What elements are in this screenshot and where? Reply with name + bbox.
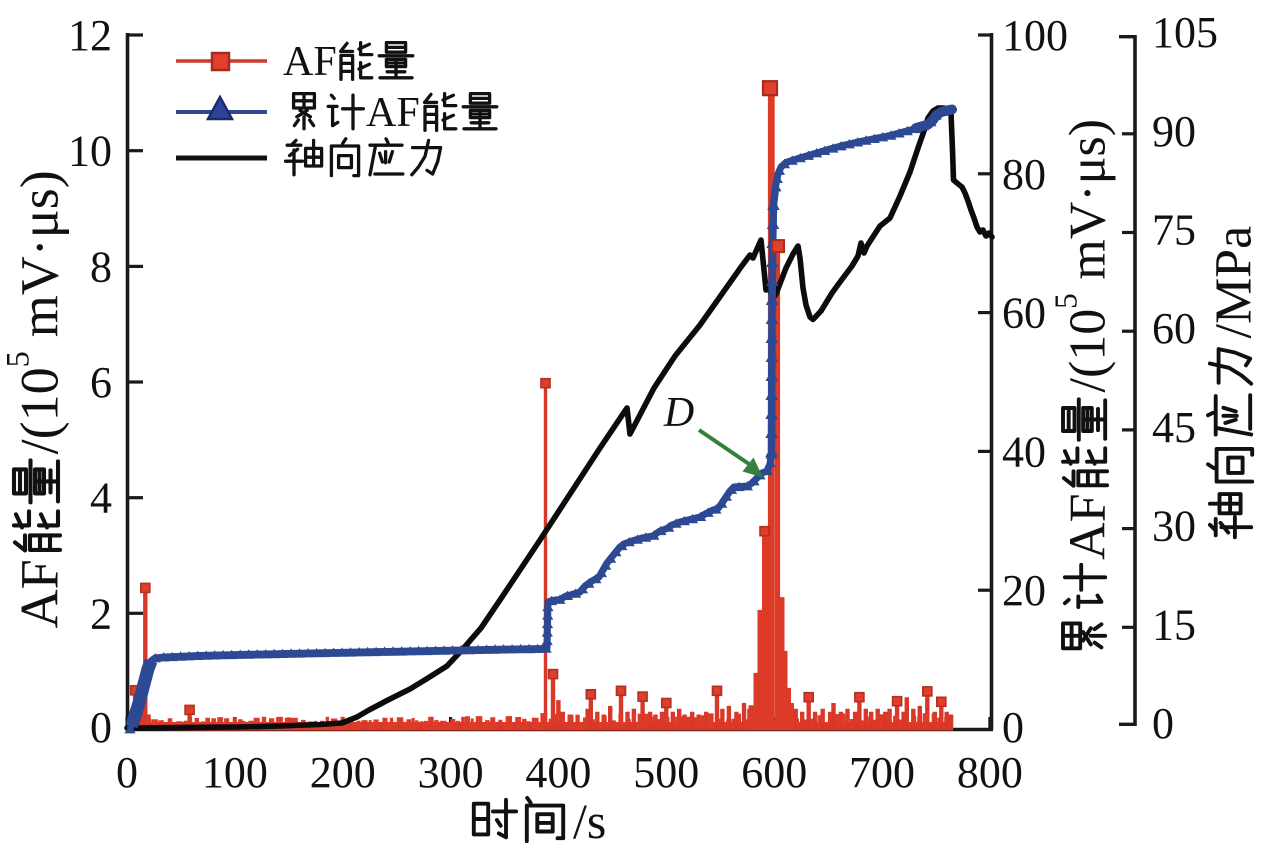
svg-text:/MPa: /MPa	[1206, 226, 1263, 339]
svg-text:300: 300	[418, 748, 484, 797]
svg-text:500: 500	[633, 748, 699, 797]
svg-text:4: 4	[90, 474, 112, 523]
svg-text:2: 2	[90, 589, 112, 638]
svg-text:90: 90	[1152, 107, 1196, 156]
svg-text:700: 700	[849, 748, 915, 797]
svg-text:12: 12	[68, 11, 112, 60]
svg-text:45: 45	[1152, 403, 1196, 452]
svg-text:80: 80	[1002, 150, 1046, 199]
svg-text:15: 15	[1152, 600, 1196, 649]
svg-text:0: 0	[90, 703, 112, 752]
svg-text:600: 600	[741, 748, 807, 797]
svg-text:8: 8	[90, 242, 112, 291]
svg-text:mV·μs): mV·μs)	[9, 170, 69, 350]
svg-text:40: 40	[1002, 427, 1046, 476]
svg-text:60: 60	[1002, 289, 1046, 338]
svg-text:5: 5	[0, 351, 36, 367]
svg-text:6: 6	[90, 358, 112, 407]
svg-text:400: 400	[525, 748, 591, 797]
svg-text:0: 0	[1152, 699, 1174, 748]
svg-text:5: 5	[1049, 293, 1084, 309]
svg-text:75: 75	[1152, 206, 1196, 255]
svg-text:60: 60	[1152, 304, 1196, 353]
svg-text:0: 0	[1002, 703, 1024, 752]
svg-text:100: 100	[202, 748, 268, 797]
svg-text:AF: AF	[283, 39, 337, 85]
svg-text:AF: AF	[1060, 493, 1117, 559]
svg-text:105: 105	[1152, 8, 1218, 57]
svg-text:AF: AF	[9, 559, 69, 628]
svg-text:mV·μs): mV·μs)	[1060, 119, 1117, 293]
svg-text:30: 30	[1152, 502, 1196, 551]
svg-text:200: 200	[310, 748, 376, 797]
svg-text:/s: /s	[573, 793, 606, 849]
svg-text:100: 100	[1002, 11, 1068, 60]
svg-text:/(10: /(10	[9, 367, 69, 454]
svg-text:AF: AF	[366, 90, 420, 136]
svg-text:20: 20	[1002, 566, 1046, 615]
svg-text:10: 10	[68, 127, 112, 176]
svg-text:800: 800	[957, 748, 1023, 797]
svg-text:0: 0	[116, 748, 138, 797]
svg-text:D: D	[663, 390, 694, 436]
svg-text:/(10: /(10	[1060, 309, 1117, 393]
